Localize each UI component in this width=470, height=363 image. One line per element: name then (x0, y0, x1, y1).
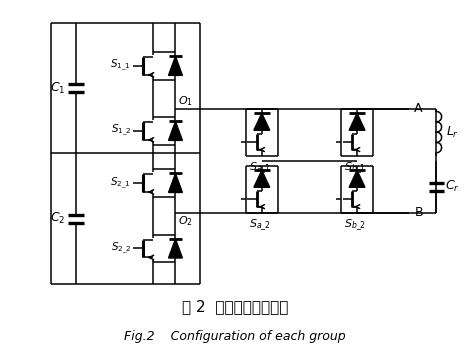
Text: $C_2$: $C_2$ (50, 211, 65, 226)
Text: 图 2  每一组的拓扑结构: 图 2 每一组的拓扑结构 (182, 299, 288, 314)
Text: $S_{2\_1}$: $S_{2\_1}$ (110, 175, 131, 191)
Text: Fig.2    Configuration of each group: Fig.2 Configuration of each group (124, 330, 346, 343)
Text: $S_{2\_2}$: $S_{2\_2}$ (110, 241, 131, 256)
Polygon shape (169, 121, 182, 140)
Text: A: A (415, 102, 423, 115)
Text: $S_{a\_1}$: $S_{a\_1}$ (249, 161, 271, 176)
Text: $S_{b\_2}$: $S_{b\_2}$ (344, 218, 366, 233)
Text: $O_2$: $O_2$ (178, 214, 193, 228)
Polygon shape (254, 170, 270, 187)
Polygon shape (349, 170, 365, 187)
Text: $S_{b\_1}$: $S_{b\_1}$ (344, 161, 366, 176)
Text: $O_1$: $O_1$ (178, 94, 193, 107)
Text: B: B (414, 206, 423, 219)
Text: $S_{1\_2}$: $S_{1\_2}$ (110, 123, 131, 139)
Polygon shape (254, 113, 270, 130)
Polygon shape (169, 174, 182, 192)
Text: $S_{a\_2}$: $S_{a\_2}$ (249, 218, 271, 233)
Polygon shape (169, 56, 182, 76)
Polygon shape (169, 239, 182, 258)
Polygon shape (349, 113, 365, 130)
Text: $L_r$: $L_r$ (446, 125, 459, 140)
Text: $C_1$: $C_1$ (50, 81, 65, 96)
Text: $C_r$: $C_r$ (445, 179, 460, 194)
Text: $S_{1\_1}$: $S_{1\_1}$ (110, 58, 131, 73)
